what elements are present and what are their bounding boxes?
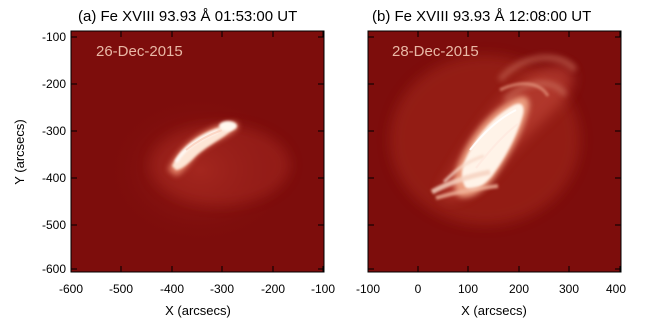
- panel-a-y-axis-label: Y (arcsecs): [12, 119, 27, 185]
- panel-a-y-tick-label: -500: [42, 218, 66, 232]
- panel-a-y-tick-label: -300: [42, 124, 66, 138]
- panel-a-y-tick-label: -400: [42, 171, 66, 185]
- panel-a-x-ticks: -600 -500 -400 -300 -200 -100: [59, 31, 335, 296]
- panel-a-x-tick-label: -400: [160, 282, 184, 296]
- panel-b-frame: [367, 30, 622, 273]
- panel-b-x-axis-label: X (arcsecs): [461, 303, 527, 318]
- panel-b-x-tick-label: 0: [415, 282, 422, 296]
- panel-a: (a) Fe XVIII 93.93 Å 01:53:00 UT 26-Dec-…: [12, 8, 335, 318]
- panel-b-x-tick-label: 300: [559, 282, 579, 296]
- panel-a-x-tick-label: -200: [261, 282, 285, 296]
- panel-a-x-tick-label: -300: [210, 282, 234, 296]
- panel-a-x-axis-label: X (arcsecs): [165, 303, 231, 318]
- panel-b: (b) Fe XVIII 93.93 Å 12:08:00 UT 28-Dec-…: [356, 8, 626, 318]
- panel-a-x-tick-label: -500: [109, 282, 133, 296]
- panel-a-x-tick-label: -600: [59, 282, 83, 296]
- panel-a-title: (a) Fe XVIII 93.93 Å 01:53:00 UT: [78, 8, 297, 25]
- panel-b-x-tick-label: 100: [458, 282, 478, 296]
- panel-a-y-ticks: -100 -200 -300 -400 -500 -600: [42, 30, 324, 276]
- panel-b-x-tick-label: 200: [509, 282, 529, 296]
- panel-a-y-tick-label: -100: [42, 30, 66, 44]
- panel-b-image: [368, 31, 621, 272]
- panel-b-date-label: 28-Dec-2015: [392, 43, 479, 60]
- panel-b-x-tick-label: -100: [356, 282, 380, 296]
- panel-b-x-tick-label: 400: [606, 282, 626, 296]
- panel-a-date-label: 26-Dec-2015: [96, 43, 183, 60]
- panel-b-x-ticks: -100 0 100 200 300 400: [356, 31, 626, 296]
- panel-a-y-tick-label: -200: [42, 77, 66, 91]
- panel-a-x-tick-label: -100: [311, 282, 335, 296]
- panel-b-title: (b) Fe XVIII 93.93 Å 12:08:00 UT: [372, 8, 591, 25]
- panel-a-frame: [70, 30, 325, 273]
- panel-a-y-tick-label: -600: [42, 262, 66, 276]
- panel-a-image: [71, 31, 324, 272]
